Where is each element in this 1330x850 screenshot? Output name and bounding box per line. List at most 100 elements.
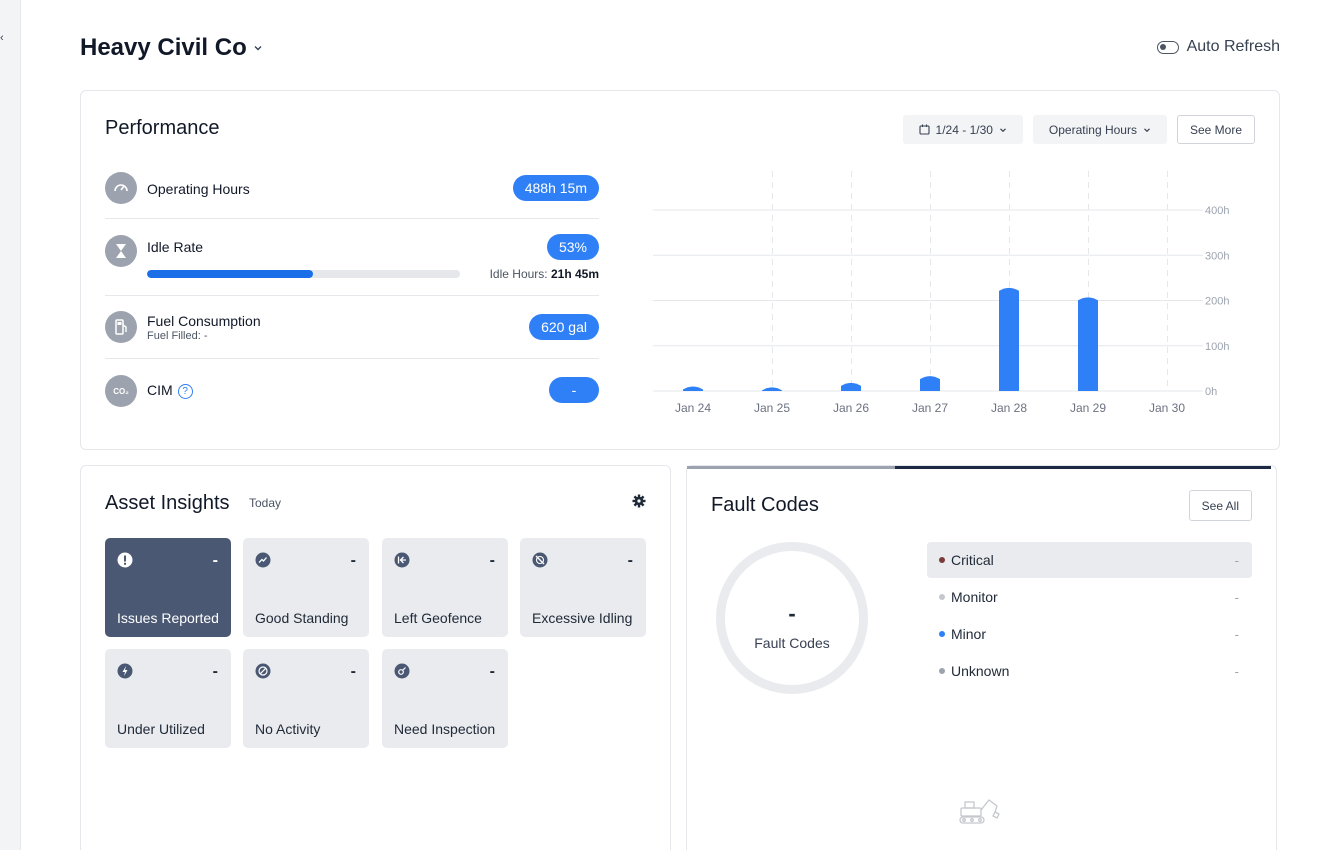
metric-label: CIM <box>147 382 173 398</box>
y-tick-label: 100h <box>1205 341 1229 353</box>
tile-label: Good Standing <box>255 610 349 626</box>
inspect-icon <box>394 663 410 679</box>
severity-dot <box>939 557 945 563</box>
tile-label: No Activity <box>255 721 321 737</box>
operating-hours-value: 488h 15m <box>512 175 599 201</box>
metric-label: Fuel Consumption <box>147 313 261 329</box>
tile-count: - <box>350 663 356 680</box>
fuel-value: 620 gal <box>529 314 599 340</box>
metric-idle-rate: Idle Rate 53% Idle Hours: 21h 45m <box>105 219 599 296</box>
tile-label: Under Utilized <box>117 721 205 737</box>
blocked-icon <box>255 663 271 679</box>
fault-item-label: Critical <box>951 552 994 568</box>
y-tick-label: 200h <box>1205 296 1229 308</box>
x-tick-label: Jan 29 <box>1070 401 1106 415</box>
auto-refresh: Auto Refresh <box>1156 38 1280 56</box>
x-tick-label: Jan 28 <box>991 401 1027 415</box>
tile-excessive-idling[interactable]: - Excessive Idling <box>520 538 646 637</box>
trend-up-icon <box>255 552 271 568</box>
metric-label: Idle Rate <box>147 239 204 255</box>
fault-codes-donut: - Fault Codes <box>716 542 868 694</box>
gear-icon[interactable] <box>632 494 646 508</box>
help-icon[interactable]: ? <box>177 384 193 399</box>
tile-count: - <box>489 552 495 569</box>
collapse-sidebar-icon[interactable]: ‹ <box>0 32 4 44</box>
tile-left-geofence[interactable]: - Left Geofence <box>382 538 508 637</box>
metric-select[interactable]: Operating Hours <box>1032 115 1167 144</box>
chart-bar <box>841 382 861 391</box>
chart-bar <box>1078 297 1098 391</box>
asset-insights-subtitle: Today <box>249 496 282 510</box>
tile-label: Left Geofence <box>394 610 482 626</box>
severity-dot <box>939 594 945 600</box>
performance-card: Performance 1/24 - 1/30 Operating Hours … <box>80 90 1280 450</box>
fault-item-label: Unknown <box>951 663 1010 679</box>
fault-item-value: - <box>1234 552 1239 568</box>
company-selector[interactable]: Heavy Civil Co <box>80 34 263 62</box>
fault-item-critical[interactable]: Critical - <box>927 542 1252 578</box>
company-name: Heavy Civil Co <box>80 34 247 61</box>
tile-label: Excessive Idling <box>532 610 633 626</box>
idle-hours-value: 21h 45m <box>550 267 599 281</box>
fault-item-value: - <box>1234 626 1239 642</box>
auto-refresh-label: Auto Refresh <box>1186 38 1280 55</box>
y-tick-label: 0h <box>1205 386 1217 398</box>
fault-item-unknown[interactable]: Unknown - <box>927 653 1252 689</box>
tile-no-activity[interactable]: - No Activity <box>243 649 369 748</box>
tile-count: - <box>350 552 356 569</box>
idle-icon <box>532 552 548 568</box>
metric-label: Operating Hours <box>147 181 250 197</box>
tile-count: - <box>212 552 218 569</box>
see-all-button[interactable]: See All <box>1188 490 1252 521</box>
date-range-label: 1/24 - 1/30 <box>935 122 993 137</box>
gauge-icon <box>105 172 137 204</box>
x-tick-label: Jan 25 <box>754 401 790 415</box>
see-more-button[interactable]: See More <box>1176 115 1255 144</box>
performance-metrics: Operating Hours 488h 15m Idle Rate 53% I… <box>105 167 599 421</box>
tile-label: Need Inspection <box>394 721 496 737</box>
metric-fuel: Fuel Consumption Fuel Filled: - 620 gal <box>105 296 599 359</box>
idle-rate-value: 53% <box>546 234 599 260</box>
chevron-down-icon <box>999 127 1006 132</box>
tile-count: - <box>627 552 633 569</box>
fuel-filled: Fuel Filled: - <box>147 330 208 342</box>
fault-item-monitor[interactable]: Monitor - <box>927 579 1252 615</box>
tile-under-utilized[interactable]: - Under Utilized <box>105 649 231 748</box>
excavator-icon <box>959 799 1000 824</box>
tile-issues-reported[interactable]: - Issues Reported <box>105 538 231 637</box>
tile-count: - <box>489 663 495 680</box>
date-range-picker[interactable]: 1/24 - 1/30 <box>902 115 1023 144</box>
fault-codes-legend: Critical - Monitor - Minor - Unknown - <box>927 542 1252 690</box>
y-tick-label: 400h <box>1205 205 1229 217</box>
fault-item-value: - <box>1234 589 1239 605</box>
auto-refresh-toggle[interactable] <box>1156 40 1179 54</box>
tile-need-inspection[interactable]: - Need Inspection <box>382 649 508 748</box>
fault-item-label: Monitor <box>951 589 998 605</box>
asset-insights-title: Asset Insights <box>105 492 230 514</box>
metric-operating-hours: Operating Hours 488h 15m <box>105 167 599 219</box>
tile-good-standing[interactable]: - Good Standing <box>243 538 369 637</box>
cim-label: CIM? <box>147 382 193 399</box>
x-tick-label: Jan 27 <box>912 401 948 415</box>
fault-item-label: Minor <box>951 626 987 642</box>
fault-codes-total: - <box>788 601 796 626</box>
performance-title: Performance <box>105 117 220 139</box>
fault-item-minor[interactable]: Minor - <box>927 616 1252 652</box>
fault-tab-inactive[interactable] <box>687 466 895 469</box>
x-tick-label: Jan 30 <box>1149 401 1185 415</box>
x-tick-label: Jan 24 <box>675 401 711 415</box>
idle-rate-progress-fill <box>147 270 313 278</box>
fault-tab-active[interactable] <box>895 466 1271 469</box>
cim-value: - <box>549 377 599 403</box>
chevron-down-icon <box>254 46 262 51</box>
metric-select-label: Operating Hours <box>1048 122 1137 137</box>
fault-tabs-indicator <box>687 466 1274 469</box>
idle-hours-label: Idle Hours: <box>489 267 548 281</box>
idle-hours: Idle Hours: 21h 45m <box>490 267 599 281</box>
chevron-down-icon <box>1144 127 1150 132</box>
severity-dot <box>939 631 945 637</box>
fuel-pump-icon <box>105 311 137 343</box>
tile-label: Issues Reported <box>117 610 219 626</box>
performance-controls: 1/24 - 1/30 Operating Hours See More <box>902 115 1255 144</box>
co2-glyph: CO₂ <box>113 386 129 396</box>
